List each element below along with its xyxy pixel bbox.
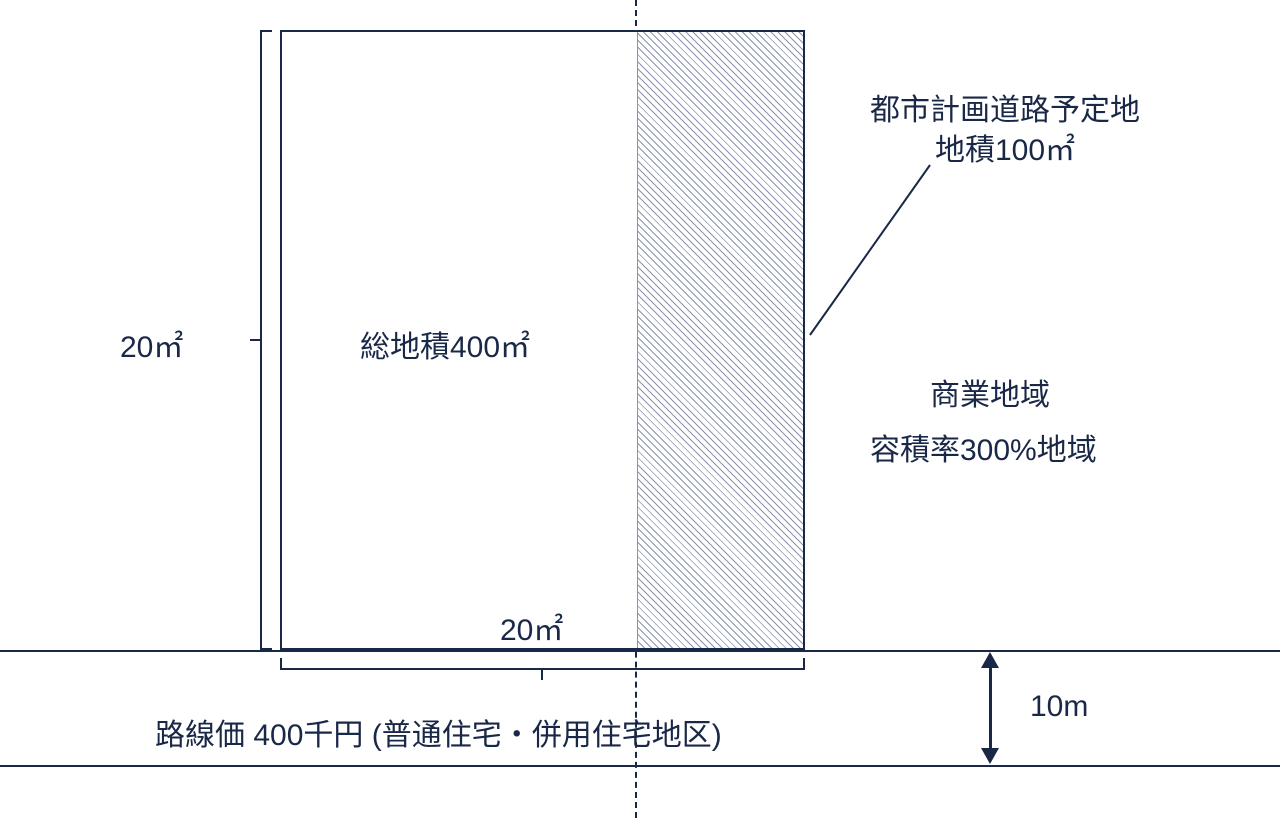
left-brace (260, 30, 262, 650)
zone-label-1: 商業地域 (930, 370, 1050, 414)
planned-road-label-2: 地積100㎡ (935, 125, 1075, 169)
road-width-label: 10m (1030, 690, 1088, 724)
planned-road-area (637, 32, 803, 648)
planned-road-label-1: 都市計画道路予定地 (870, 85, 1140, 129)
leader-line (805, 160, 935, 340)
total-area-label: 総地積400㎡ (360, 322, 530, 366)
road-width-arrow-shaft (989, 664, 992, 752)
road-top-line (0, 650, 1280, 652)
road-price-label: 路線価 400千円 (普通住宅・併用住宅地区) (155, 710, 722, 754)
bottom-dimension-label: 20㎡ (500, 605, 563, 649)
land-diagram: 20㎡ 総地積400㎡ 20㎡ 都市計画道路予定地 地積100㎡ 商業地域 容積… (0, 0, 1280, 818)
zone-label-2: 容積率300%地域 (870, 425, 1097, 469)
road-width-arrow-up (981, 652, 999, 668)
bottom-brace-notch (541, 670, 543, 680)
left-dimension-label: 20㎡ (120, 322, 183, 366)
road-width-arrow-down (981, 748, 999, 764)
road-bottom-line (0, 765, 1280, 767)
left-brace-notch (250, 339, 260, 341)
